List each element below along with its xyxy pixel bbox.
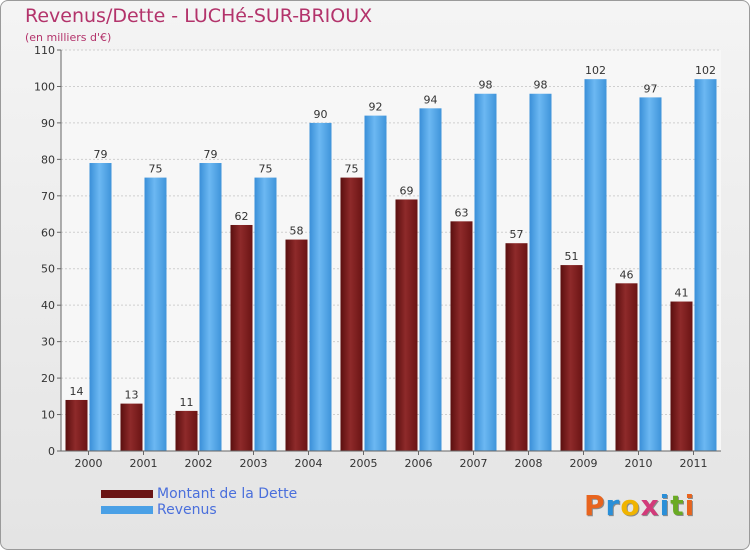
x-tick-label: 2001 bbox=[130, 457, 158, 470]
value-label-revenus: 98 bbox=[534, 79, 548, 92]
value-label-debt: 58 bbox=[290, 225, 304, 238]
value-label-debt: 46 bbox=[620, 268, 634, 281]
bar-revenus bbox=[364, 115, 387, 452]
legend-label-revenus: Revenus bbox=[157, 502, 217, 518]
x-tick-label: 2009 bbox=[570, 457, 598, 470]
logo-letter: r bbox=[605, 489, 621, 522]
legend-swatch-revenus bbox=[101, 506, 153, 514]
chart-title: Revenus/Dette - LUCHé-SUR-BRIOUX bbox=[25, 5, 373, 27]
value-label-debt: 63 bbox=[455, 206, 469, 219]
y-tick-label: 40 bbox=[41, 299, 55, 312]
bar-revenus bbox=[639, 97, 662, 452]
logo-letter: i bbox=[684, 489, 696, 522]
value-label-revenus: 75 bbox=[149, 163, 163, 176]
y-tick-label: 20 bbox=[41, 372, 55, 385]
proxiti-logo: Proxiti bbox=[584, 489, 695, 522]
y-tick-label: 110 bbox=[34, 44, 55, 57]
value-label-debt: 69 bbox=[400, 184, 414, 197]
legend-swatch-debt bbox=[101, 490, 153, 498]
bar-debt bbox=[120, 403, 143, 451]
y-tick-label: 100 bbox=[34, 80, 55, 93]
x-tick-label: 2002 bbox=[185, 457, 213, 470]
x-tick-label: 2007 bbox=[460, 457, 488, 470]
y-tick-label: 90 bbox=[41, 117, 55, 130]
bar-revenus bbox=[474, 93, 497, 451]
logo-letter: o bbox=[620, 489, 641, 522]
bar-revenus bbox=[419, 108, 442, 451]
value-label-debt: 14 bbox=[70, 385, 84, 398]
bar-revenus bbox=[309, 122, 332, 451]
logo-letter: P bbox=[584, 489, 606, 522]
value-label-revenus: 79 bbox=[204, 148, 218, 161]
x-tick-label: 2004 bbox=[295, 457, 323, 470]
value-label-revenus: 97 bbox=[644, 82, 658, 95]
bar-debt bbox=[450, 221, 473, 451]
y-tick-label: 50 bbox=[41, 263, 55, 276]
value-label-debt: 11 bbox=[180, 396, 194, 409]
bar-revenus bbox=[694, 79, 717, 451]
bar-revenus bbox=[199, 163, 222, 451]
value-label-revenus: 79 bbox=[94, 148, 108, 161]
value-label-debt: 57 bbox=[510, 228, 524, 241]
bar-revenus bbox=[144, 177, 167, 451]
y-tick-label: 70 bbox=[41, 190, 55, 203]
x-tick-label: 2003 bbox=[240, 457, 268, 470]
y-axis: 0 10 20 30 40 50 60 70 80 90 100 110 bbox=[34, 44, 62, 458]
bar-debt bbox=[670, 301, 693, 451]
bar-revenus bbox=[254, 177, 277, 451]
x-tick-label: 2005 bbox=[350, 457, 378, 470]
logo-letter: t bbox=[670, 489, 685, 522]
value-label-revenus: 102 bbox=[695, 64, 716, 77]
x-tick-label: 2011 bbox=[680, 457, 708, 470]
x-tick-label: 2000 bbox=[75, 457, 103, 470]
bars: 14 79 13 75 11 79 62 75 58 90 75 92 69 94 63 98 57 98 51 10… bbox=[65, 64, 717, 452]
y-tick-label: 30 bbox=[41, 336, 55, 349]
bar-debt bbox=[505, 243, 528, 451]
y-tick-label: 60 bbox=[41, 226, 55, 239]
value-label-debt: 51 bbox=[565, 250, 579, 263]
grid-lines bbox=[61, 49, 721, 452]
bar-debt bbox=[340, 177, 363, 451]
plot-area bbox=[61, 50, 721, 451]
y-tick-label: 0 bbox=[48, 445, 55, 458]
value-label-revenus: 94 bbox=[424, 93, 438, 106]
bar-revenus bbox=[89, 163, 112, 451]
value-label-debt: 75 bbox=[345, 163, 359, 176]
value-label-debt: 62 bbox=[235, 210, 249, 223]
value-label-revenus: 102 bbox=[585, 64, 606, 77]
value-label-debt: 41 bbox=[675, 287, 689, 300]
value-label-debt: 13 bbox=[125, 389, 139, 402]
bar-debt bbox=[65, 399, 88, 451]
value-label-revenus: 98 bbox=[479, 79, 493, 92]
value-label-revenus: 75 bbox=[259, 163, 273, 176]
y-tick-label: 80 bbox=[41, 153, 55, 166]
bar-revenus bbox=[529, 93, 552, 451]
value-label-revenus: 92 bbox=[369, 101, 383, 114]
logo-letter: i bbox=[659, 489, 671, 522]
bar-revenus bbox=[584, 79, 607, 451]
y-tick-label: 10 bbox=[41, 409, 55, 422]
bar-debt bbox=[285, 239, 308, 451]
legend-label-debt: Montant de la Dette bbox=[157, 486, 298, 502]
logo-letter: x bbox=[640, 489, 660, 522]
value-label-revenus: 90 bbox=[314, 108, 328, 121]
bar-debt bbox=[615, 283, 638, 451]
bar-debt bbox=[230, 224, 253, 451]
x-axis: 2000 2001 2002 2003 2004 2005 2006 2007 2008 2009… bbox=[61, 450, 721, 470]
bar-debt bbox=[175, 410, 198, 451]
x-tick-label: 2006 bbox=[405, 457, 433, 470]
bar-debt bbox=[560, 265, 583, 451]
x-tick-label: 2010 bbox=[625, 457, 653, 470]
bar-debt bbox=[395, 199, 418, 451]
x-tick-label: 2008 bbox=[515, 457, 543, 470]
chart-subtitle: (en milliers d'€) bbox=[25, 31, 112, 44]
